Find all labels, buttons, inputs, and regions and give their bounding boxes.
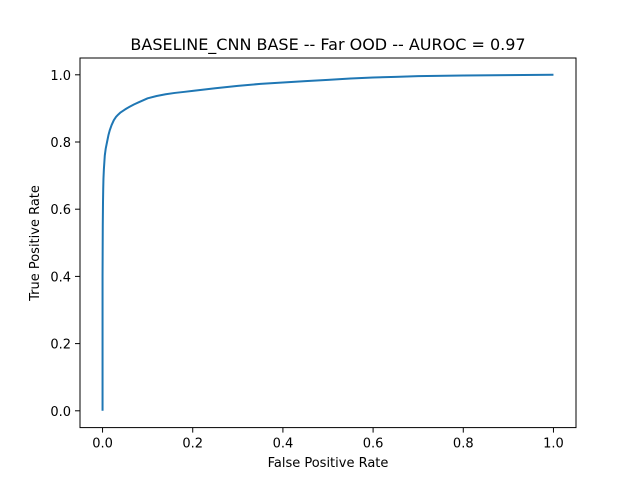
y-axis-ticks: 0.0 0.2 0.4 0.6 0.8 1.0 (50, 69, 80, 420)
plot-area (79, 57, 577, 429)
x-axis-label: False Positive Rate (268, 456, 389, 471)
x-tick-label: 0.4 (273, 437, 294, 452)
y-tick-label: 0.0 (50, 405, 71, 420)
x-tick-label: 0.2 (182, 437, 203, 452)
y-tick-label: 0.4 (50, 270, 71, 285)
y-tick-label: 0.2 (50, 338, 71, 353)
y-axis-label: True Positive Rate (28, 185, 43, 302)
y-tick-label: 1.0 (50, 69, 71, 84)
axes-frame (79, 57, 577, 429)
y-tick-label: 0.8 (50, 136, 71, 151)
x-tick-label: 0.8 (453, 437, 474, 452)
x-tick-label: 1.0 (543, 437, 564, 452)
y-tick-label: 0.6 (50, 203, 71, 218)
x-tick-label: 0.0 (92, 437, 113, 452)
roc-curve-line (101, 73, 554, 411)
x-axis-ticks: 0.0 0.2 0.4 0.6 0.8 1.0 (92, 427, 564, 452)
x-tick-label: 0.6 (363, 437, 384, 452)
chart-title: BASELINE_CNN BASE -- Far OOD -- AUROC = … (130, 35, 525, 55)
